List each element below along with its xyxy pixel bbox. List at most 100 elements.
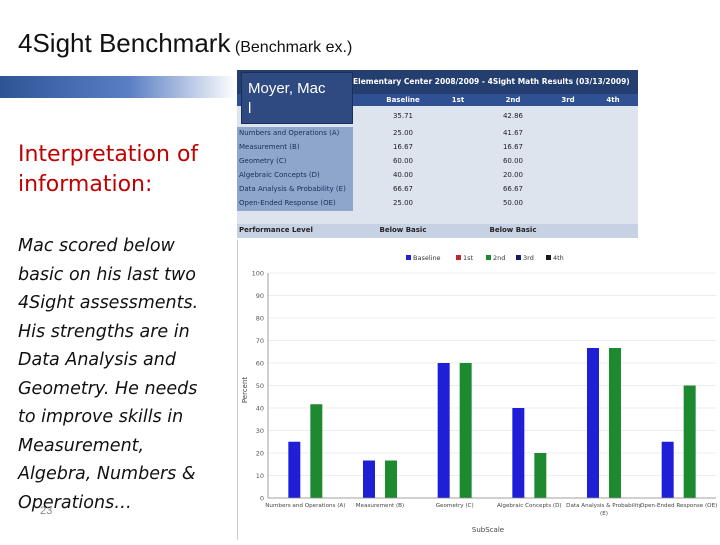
interpretation-text: Mac scored below basic on his last two 4… — [18, 232, 233, 517]
table-cell: 60.00 — [392, 157, 414, 165]
y-tick-label: 30 — [256, 427, 264, 435]
table-cell: 25.00 — [392, 129, 414, 137]
row-label: Geometry (C) — [237, 155, 353, 169]
table-cell: 16.67 — [502, 143, 524, 151]
slide-title: 4Sight Benchmark (Benchmark ex.) — [18, 28, 352, 59]
text-line: basic on his last two — [18, 264, 196, 285]
legend-label: 2nd — [493, 254, 505, 262]
x-tick-label: Numbers and Operations (A) — [265, 503, 345, 509]
bar — [310, 404, 323, 498]
column-header: 4th — [606, 96, 620, 104]
table-cell: 20.00 — [502, 171, 524, 179]
bar — [534, 453, 547, 498]
x-tick-label: Data Analysis & Probability — [566, 503, 642, 509]
y-tick-label: 80 — [256, 315, 264, 323]
chart-bars — [288, 347, 696, 498]
row-label: Algebraic Concepts (D) — [237, 169, 353, 183]
legend-swatch — [456, 255, 461, 260]
column-header: 1st — [451, 96, 465, 104]
text-line: 4Sight assessments. — [18, 293, 199, 313]
bar — [459, 363, 472, 498]
x-axis-label: SubScale — [472, 526, 504, 534]
table-cell: 41.67 — [502, 129, 524, 137]
table-cell: Below Basic — [489, 226, 537, 234]
column-header: 3rd — [561, 96, 575, 104]
legend-swatch — [486, 255, 491, 260]
legend-swatch — [516, 255, 521, 260]
row-label: Numbers and Operations (A) — [237, 127, 353, 141]
y-tick-label: 50 — [256, 382, 264, 390]
title-accent-bar — [0, 76, 236, 98]
text-line: Data Analysis and — [18, 350, 176, 370]
bar — [661, 441, 674, 498]
text-line: Algebra, Numbers & — [18, 464, 196, 484]
table-cell: 16.67 — [392, 143, 414, 151]
bar — [587, 347, 599, 498]
student-name-box: Moyer, Mac l — [241, 72, 353, 124]
table-cell: 40.00 — [392, 171, 414, 179]
column-header: Baseline — [386, 96, 420, 104]
text-line: Geometry. He needs — [18, 378, 198, 399]
chart-axes: 0 10 20 30 40 50 60 70 80 90 100 Numbers and Operat… — [252, 270, 718, 518]
bar — [512, 408, 525, 498]
legend-swatch — [406, 255, 411, 260]
y-tick-label: 20 — [256, 450, 264, 458]
x-tick-label: Algebraic Concepts (D) — [497, 503, 562, 509]
legend-label: Baseline — [413, 254, 441, 262]
table-row: Numbers and Operations (A) 25.00 41.67 — [237, 127, 638, 141]
y-tick-label: 40 — [256, 405, 264, 413]
text-line: Operations… — [18, 492, 132, 513]
legend-swatch — [546, 255, 551, 260]
y-tick-label: 70 — [256, 337, 264, 345]
table-cell: 66.67 — [392, 185, 414, 193]
results-bar-chart: Baseline 1st 2nd 3rd 4th 0 10 20 30 40 50 60 70 80 90… — [237, 240, 720, 540]
y-tick-label: 90 — [256, 292, 264, 300]
table-cell: 35.71 — [392, 112, 414, 120]
y-tick-label: 100 — [252, 270, 264, 278]
bar-chart-svg: Baseline 1st 2nd 3rd 4th 0 10 20 30 40 50 60 70 80 90… — [241, 254, 718, 534]
bar — [683, 385, 696, 498]
y-tick-label: 10 — [256, 472, 264, 480]
title-subtitle: (Benchmark ex.) — [234, 39, 353, 56]
row-label: Performance Level — [239, 226, 313, 234]
x-tick-label: Open-Ended Response (OE) — [640, 503, 717, 509]
overall-score-row: 35.71 42.86 — [237, 110, 638, 124]
table-row: Geometry (C) 60.00 60.00 — [237, 155, 638, 169]
student-name: Moyer, Mac — [248, 80, 326, 97]
table-cell: Below Basic — [379, 226, 427, 234]
table-row: Data Analysis & Probability (E) 66.67 66… — [237, 183, 638, 197]
table-row: Algebraic Concepts (D) 40.00 20.00 — [237, 169, 638, 183]
table-cell: 60.00 — [502, 157, 524, 165]
table-cell: 25.00 — [392, 199, 414, 207]
x-tick-label: Geometry (C) — [436, 503, 474, 509]
legend-label: 1st — [463, 254, 474, 262]
legend-label: 4th — [553, 254, 564, 262]
row-label: Measurement (B) — [237, 141, 353, 155]
row-label: Open-Ended Response (OE) — [237, 197, 353, 211]
student-name-continued: l — [248, 100, 252, 117]
chart-legend: Baseline 1st 2nd 3rd 4th — [406, 254, 564, 262]
table-cell: 50.00 — [502, 199, 524, 207]
text-line: His strengths are in — [18, 321, 190, 342]
column-header: 2nd — [505, 96, 521, 104]
bar — [609, 347, 621, 498]
y-axis-label: Percent — [241, 377, 249, 404]
performance-level-row: Performance Level Below Basic Below Basi… — [237, 224, 638, 238]
legend-label: 3rd — [523, 254, 534, 262]
row-label: Data Analysis & Probability (E) — [237, 183, 353, 197]
bar — [385, 460, 397, 498]
x-tick-label: Measurement (B) — [356, 503, 404, 509]
table-row: Open-Ended Response (OE) 25.00 50.00 — [237, 197, 638, 211]
text-line: to improve skills in — [18, 407, 184, 427]
bar — [363, 460, 375, 498]
chart-grid — [268, 272, 716, 499]
y-tick-label: 60 — [256, 360, 264, 368]
bar — [437, 363, 450, 498]
y-tick-label: 0 — [260, 495, 264, 503]
bar — [288, 441, 301, 498]
text-line: Measurement, — [18, 435, 145, 456]
title-main: 4Sight Benchmark — [18, 28, 231, 58]
heading-line: Interpretation of — [18, 142, 199, 167]
table-row: Measurement (B) 16.67 16.67 — [237, 141, 638, 155]
text-line: Mac scored below — [18, 236, 175, 256]
